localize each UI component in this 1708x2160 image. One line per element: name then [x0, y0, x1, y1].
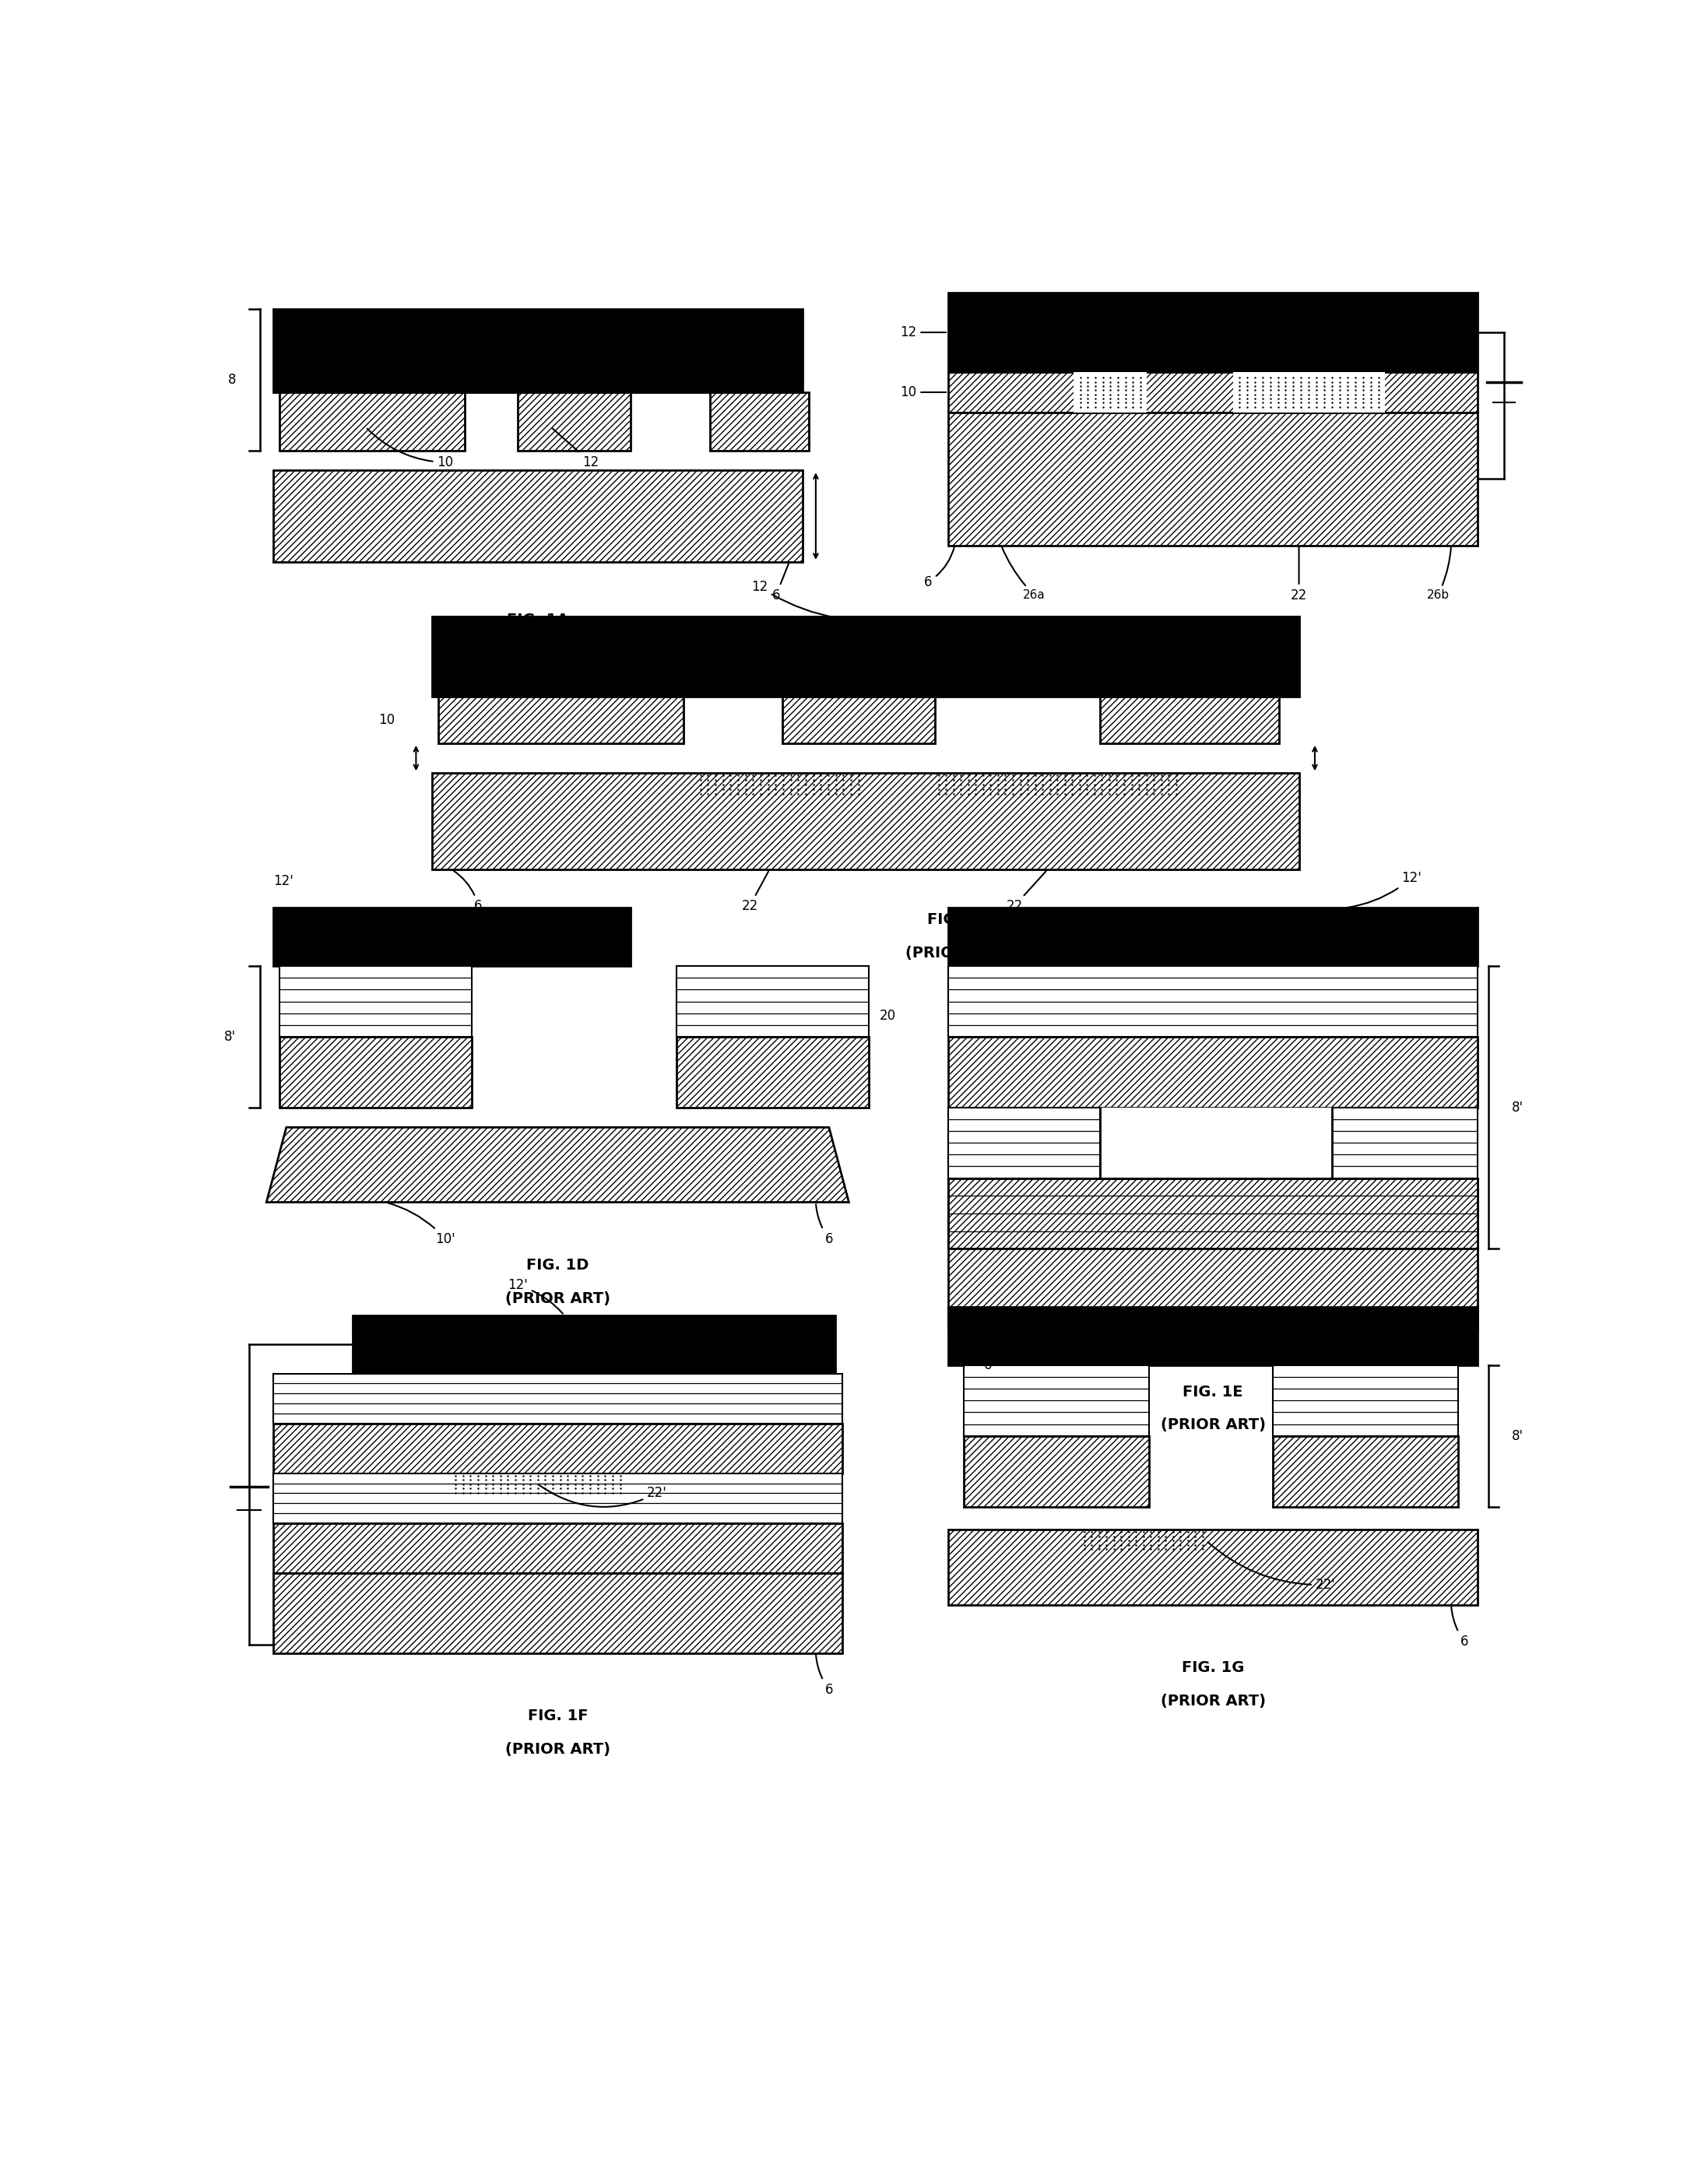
Bar	[432, 618, 1300, 698]
Text: 12': 12'	[507, 1279, 564, 1313]
Text: 6: 6	[1452, 1607, 1469, 1648]
Text: 10: 10	[379, 713, 395, 728]
Text: FIG. 1A: FIG. 1A	[507, 613, 569, 629]
Bar	[948, 1037, 1477, 1108]
Text: FIG. 1C: FIG. 1C	[927, 912, 989, 927]
Bar	[273, 1473, 842, 1523]
Bar	[963, 1365, 1149, 1436]
Bar	[280, 966, 471, 1037]
Bar	[273, 907, 630, 966]
Text: 8: 8	[227, 374, 236, 387]
Bar	[948, 1177, 1477, 1248]
Bar	[432, 773, 1300, 870]
Text: FIG. 1G: FIG. 1G	[1182, 1661, 1243, 1676]
Text: 6: 6	[454, 870, 482, 914]
Bar	[1272, 1436, 1459, 1508]
Text: FIG. 1F: FIG. 1F	[528, 1709, 588, 1724]
Bar	[676, 1037, 869, 1108]
Bar	[948, 372, 1477, 413]
Bar	[1233, 372, 1385, 413]
Text: 22: 22	[741, 870, 769, 914]
Bar	[948, 1177, 1100, 1248]
Bar	[711, 393, 810, 451]
Bar	[352, 1315, 835, 1374]
Text: 6: 6	[924, 546, 955, 590]
Bar	[948, 907, 1477, 966]
Text: (PRIOR ART): (PRIOR ART)	[1160, 1693, 1266, 1709]
Text: 22': 22'	[540, 1486, 668, 1508]
Text: 20: 20	[880, 1009, 895, 1022]
Text: 8': 8'	[224, 1030, 236, 1043]
Bar	[948, 1177, 1477, 1248]
Text: 26b: 26b	[1426, 546, 1452, 600]
Text: 22: 22	[1291, 546, 1307, 603]
Bar	[273, 1423, 842, 1473]
Bar	[948, 413, 1477, 544]
Bar	[948, 1248, 1477, 1328]
Text: 22: 22	[1006, 870, 1045, 914]
Bar	[948, 292, 1477, 372]
Bar	[273, 471, 803, 562]
Text: FIG. 1E: FIG. 1E	[1182, 1385, 1243, 1400]
Text: 6: 6	[772, 564, 789, 603]
Bar	[273, 1572, 842, 1652]
Bar	[963, 1436, 1149, 1508]
Text: (PRIOR ART): (PRIOR ART)	[485, 646, 591, 661]
Text: 12: 12	[553, 428, 600, 469]
Text: FIG. 1B: FIG. 1B	[1182, 637, 1243, 652]
Text: (PRIOR ART): (PRIOR ART)	[1160, 1417, 1266, 1432]
Bar	[280, 393, 465, 451]
Text: 10: 10	[900, 384, 946, 400]
Text: 6: 6	[816, 1655, 834, 1696]
Bar	[273, 309, 803, 393]
Text: 6: 6	[816, 1205, 834, 1246]
Bar	[273, 1374, 842, 1423]
Text: 12: 12	[752, 579, 907, 620]
Bar	[439, 698, 683, 743]
Bar	[280, 1037, 471, 1108]
Text: 22': 22'	[1208, 1542, 1336, 1592]
Bar	[1332, 1108, 1477, 1177]
Bar	[1100, 1108, 1332, 1177]
Polygon shape	[266, 1128, 849, 1203]
Text: 10': 10'	[388, 1203, 454, 1246]
Bar	[948, 1529, 1477, 1605]
Text: FIG. 1D: FIG. 1D	[526, 1257, 589, 1272]
Text: (PRIOR ART): (PRIOR ART)	[905, 946, 1011, 961]
Text: 8': 8'	[1512, 1430, 1524, 1443]
Bar	[1272, 1365, 1459, 1436]
Bar	[948, 1307, 1477, 1365]
Text: 12': 12'	[1348, 870, 1421, 907]
Text: 6: 6	[970, 1331, 992, 1372]
Text: 12: 12	[900, 326, 946, 339]
Bar	[948, 966, 1477, 1037]
Bar	[518, 393, 630, 451]
Text: (PRIOR ART): (PRIOR ART)	[506, 1292, 610, 1307]
Text: 12': 12'	[273, 875, 294, 888]
Text: 8': 8'	[1512, 1099, 1524, 1115]
Bar	[676, 966, 869, 1037]
Text: 26a: 26a	[1003, 546, 1045, 600]
Bar	[1332, 1177, 1477, 1248]
Text: 10: 10	[367, 428, 453, 469]
Bar	[948, 1108, 1100, 1177]
Bar	[1074, 372, 1146, 413]
Bar	[1100, 698, 1279, 743]
Text: (PRIOR ART): (PRIOR ART)	[1160, 672, 1266, 685]
Bar	[782, 698, 934, 743]
Bar	[273, 1523, 842, 1572]
Text: (PRIOR ART): (PRIOR ART)	[506, 1741, 610, 1756]
